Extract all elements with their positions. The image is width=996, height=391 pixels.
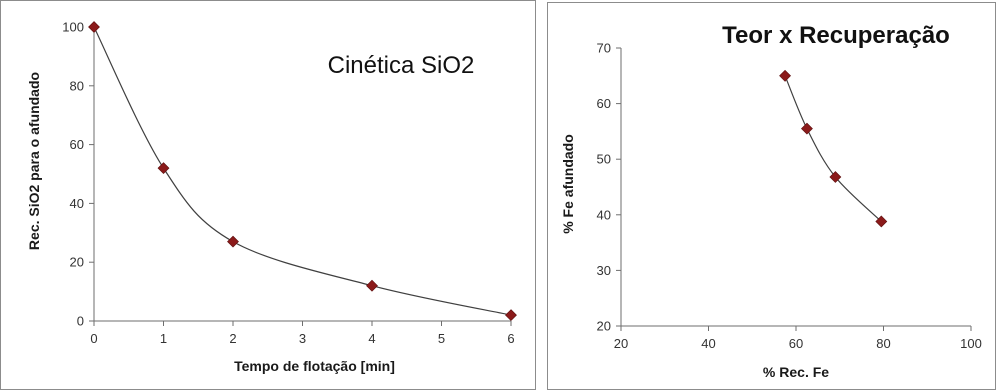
y-tick-label: 40 — [597, 207, 611, 222]
series-line — [784, 75, 882, 222]
y-tick-label: 50 — [597, 152, 611, 167]
data-point — [366, 279, 378, 292]
y-tick-label: 100 — [62, 20, 84, 35]
chart-title: Teor x Recuperação — [722, 22, 950, 49]
chart-panel-teor-recuperacao: 20 40 60 80 100 20 30 40 50 60 70 % Rec. Fe % Fe afu… — [547, 2, 996, 390]
x-tick-label: 40 — [701, 336, 715, 351]
x-tick-label: 0 — [90, 331, 97, 346]
chart-title: Cinética SiO2 — [328, 52, 475, 79]
y-tick-label: 0 — [77, 314, 84, 329]
data-point — [157, 162, 170, 175]
chart-teor-recuperacao-svg: 20 40 60 80 100 20 30 40 50 60 70 % Rec. Fe % Fe afu… — [560, 22, 982, 380]
y-axis-title: Rec. SiO2 para o afundado — [26, 72, 42, 250]
x-tick-label: 6 — [507, 331, 514, 346]
x-tick-label: 60 — [789, 336, 803, 351]
x-tick-label: 80 — [876, 336, 890, 351]
x-tick-label: 2 — [229, 331, 236, 346]
data-point — [829, 171, 842, 183]
y-tick-label: 60 — [70, 137, 84, 152]
x-tick-label: 4 — [368, 331, 375, 346]
data-point — [875, 215, 888, 228]
y-axis-title: % Fe afundado — [560, 134, 576, 234]
data-point — [779, 69, 791, 82]
x-tick-label: 20 — [614, 336, 628, 351]
data-point — [88, 21, 100, 33]
y-tick-label: 80 — [70, 78, 84, 93]
y-tick-label: 20 — [70, 255, 84, 270]
data-point — [227, 235, 239, 248]
x-tick-label: 3 — [299, 331, 306, 346]
y-tick-label: 60 — [597, 96, 611, 111]
x-tick-label: 100 — [960, 336, 982, 351]
data-point — [801, 122, 813, 135]
x-axis-title: % Rec. Fe — [763, 364, 829, 380]
data-point — [505, 309, 517, 322]
y-tick-label: 30 — [597, 263, 611, 278]
chart-panel-cinetica: 0 1 2 3 4 5 6 0 20 40 60 80 100 Tempo de flotação [mi… — [0, 0, 536, 390]
y-tick-label: 20 — [597, 319, 611, 334]
x-tick-label: 5 — [438, 331, 445, 346]
x-tick-label: 1 — [160, 331, 167, 346]
x-axis-title: Tempo de flotação [min] — [234, 358, 395, 374]
y-tick-label: 70 — [597, 41, 611, 56]
y-tick-label: 40 — [70, 196, 84, 211]
